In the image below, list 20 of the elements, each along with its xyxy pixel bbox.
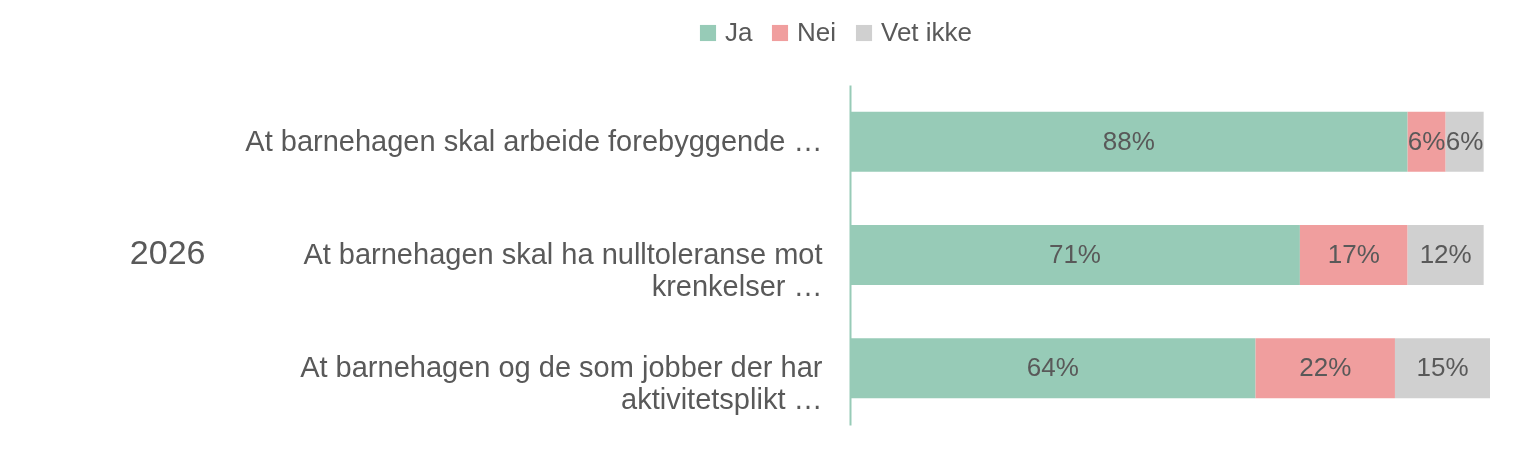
bar	[1255, 338, 1395, 399]
data-label: 17%	[1327, 239, 1380, 269]
y-axis-title: 2026	[129, 232, 206, 271]
bar	[1299, 224, 1408, 286]
bar	[1407, 224, 1484, 286]
y-tick-label: At barnehagen skal arbeide forebyggende …	[245, 124, 823, 157]
legend-label: Nei	[797, 17, 837, 47]
y-tick-label: At barnehagen og de som jobber der har aktivitetsplikt …	[300, 351, 823, 416]
legend-label: Vet ikke	[881, 17, 973, 47]
data-label: 88%	[1102, 125, 1155, 156]
data-label: 71%	[1048, 239, 1101, 269]
data-label: 64%	[1026, 352, 1079, 383]
data-label: 6%	[1407, 125, 1446, 156]
data-label: 12%	[1419, 239, 1472, 269]
data-label: 15%	[1416, 352, 1469, 383]
data-label: 22%	[1299, 352, 1352, 383]
data-label: 6%	[1445, 125, 1484, 156]
legend-label: Ja	[725, 17, 753, 47]
bar	[1394, 338, 1490, 399]
y-tick-label: At barnehagen skal ha nulltoleranse mot krenkelser …	[303, 238, 823, 302]
